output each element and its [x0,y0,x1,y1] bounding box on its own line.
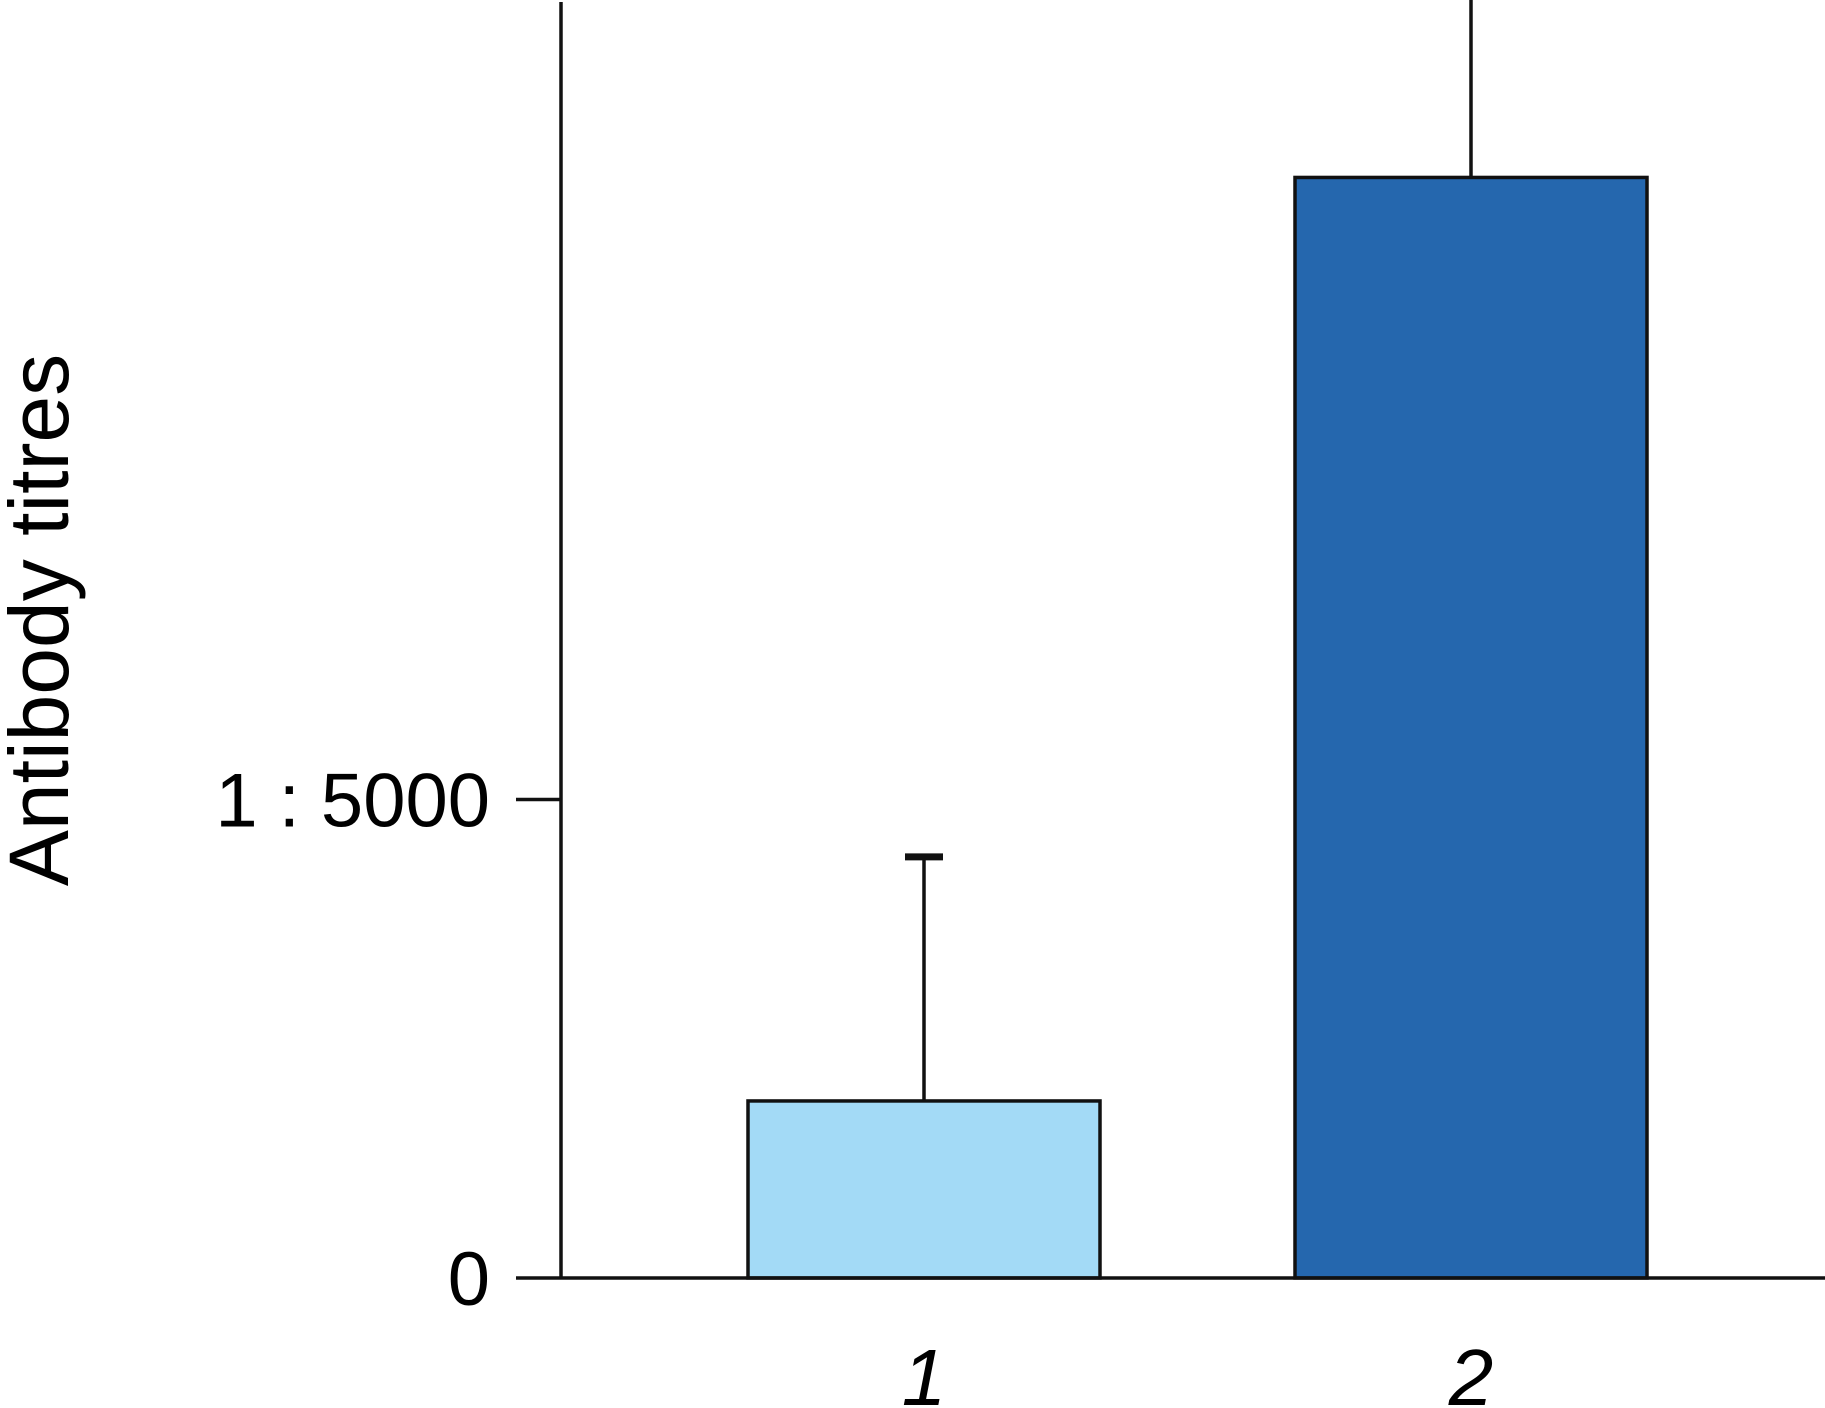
x-tick-label: 1 [902,1333,947,1408]
y-tick-label: 1 : 5000 [215,759,490,844]
bar-2 [1293,175,1649,1280]
y-tick-label: 0 [448,1237,490,1322]
error-bars [905,0,1473,1101]
x-tick-label: 2 [1448,1333,1494,1408]
bars [746,175,1649,1280]
y-axis-title: Antibody titres [0,354,86,886]
bar-1 [746,1099,1102,1280]
